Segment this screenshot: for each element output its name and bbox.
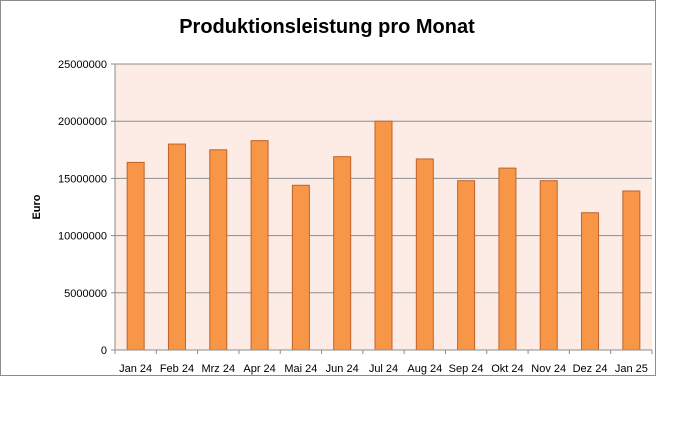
y-axis-label: Euro [31, 194, 43, 219]
bar-chart: Produktionsleistung pro Monat 0 5000000 10… [31, 16, 653, 375]
y-tick-label: 15000000 [58, 173, 107, 185]
y-tick-label: 10000000 [58, 231, 107, 243]
bar [539, 180, 558, 351]
bar [250, 140, 269, 351]
bar [415, 158, 434, 351]
x-tick-label: Aug 24 [407, 363, 442, 375]
x-tick-labels: Jan 24 Feb 24 Mrz 24 Apr 24 Mai 24 Jun 24 Jul … [114, 350, 653, 375]
bar [498, 167, 517, 351]
x-tick-label: Jan 24 [119, 363, 152, 375]
x-tick-label: Jan 25 [615, 363, 648, 375]
y-tick-labels: 0 5000000 10000000 15000000 20000000 25000000 [58, 59, 115, 357]
x-tick-label: Okt 24 [491, 363, 523, 375]
bar [167, 143, 186, 351]
chart-frame: Produktionsleistung pro Monat 0 5000000 10… [0, 0, 656, 376]
bar [581, 212, 600, 351]
y-tick-label: 25000000 [58, 59, 107, 71]
y-tick-label: 5000000 [64, 288, 107, 300]
bar [622, 190, 641, 351]
x-tick-label: Nov 24 [531, 363, 566, 375]
bar [457, 180, 476, 351]
bar [374, 120, 393, 351]
bar [291, 184, 310, 351]
x-tick-label: Jun 24 [326, 363, 359, 375]
x-tick-label: Apr 24 [243, 363, 275, 375]
y-tick-label: 20000000 [58, 116, 107, 128]
x-tick-label: Dez 24 [573, 363, 608, 375]
bar [209, 149, 228, 351]
bar [333, 156, 352, 351]
x-tick-label: Sep 24 [449, 363, 484, 375]
y-tick-label: 0 [101, 345, 107, 357]
chart-title: Produktionsleistung pro Monat [179, 16, 475, 38]
x-tick-label: Mrz 24 [201, 363, 235, 375]
x-tick-label: Mai 24 [284, 363, 317, 375]
x-tick-label: Feb 24 [160, 363, 194, 375]
x-tick-label: Jul 24 [369, 363, 398, 375]
bar [126, 161, 145, 351]
